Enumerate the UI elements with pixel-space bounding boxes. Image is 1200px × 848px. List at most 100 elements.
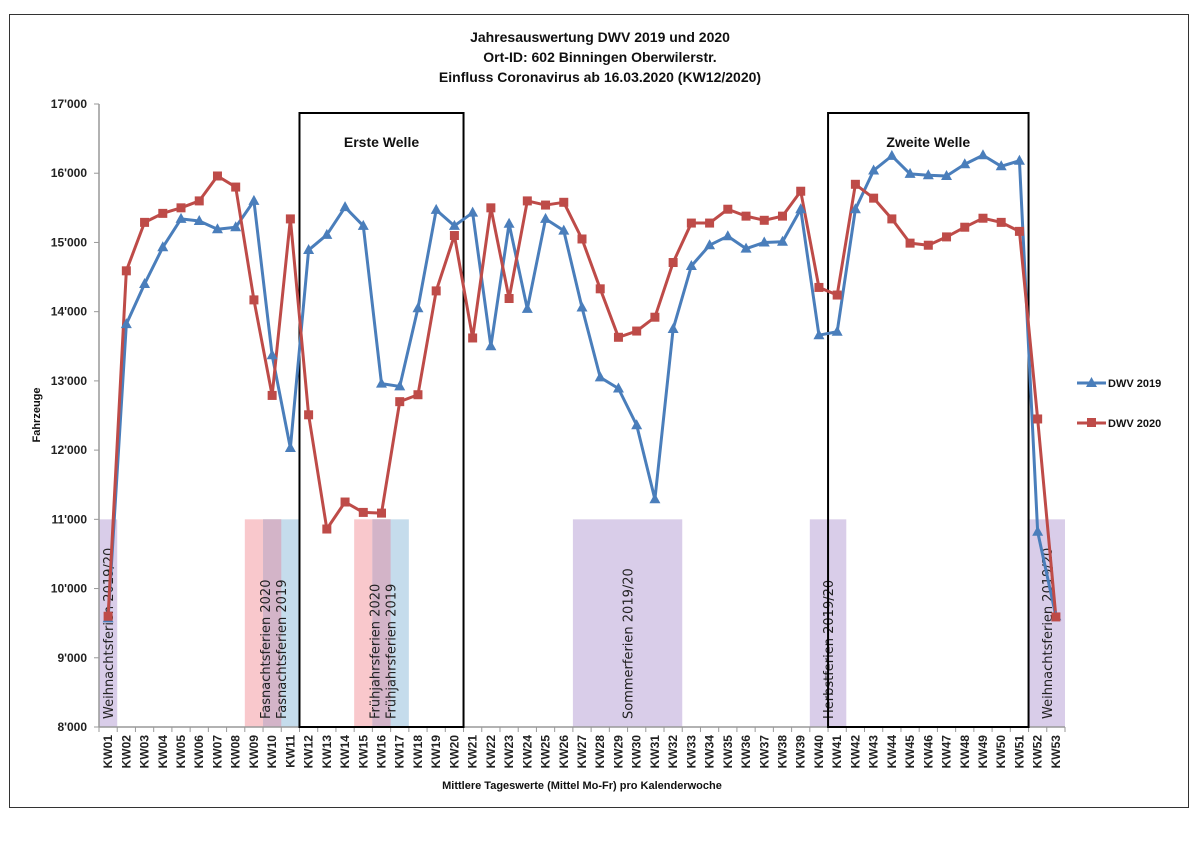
data-point-dwv-2019 bbox=[139, 277, 151, 288]
x-tick-label: KW31 bbox=[648, 735, 662, 769]
x-tick-label: KW40 bbox=[812, 735, 826, 769]
data-point-dwv-2019 bbox=[977, 149, 989, 160]
x-tick-label: KW46 bbox=[921, 735, 935, 769]
x-tick-label: KW03 bbox=[138, 735, 152, 769]
data-point-dwv-2020 bbox=[796, 186, 806, 196]
data-point-dwv-2020 bbox=[960, 222, 970, 232]
x-axis-label: Mittlere Tageswerte (Mittel Mo-Fr) pro K… bbox=[442, 780, 722, 792]
data-point-dwv-2019 bbox=[995, 160, 1007, 171]
data-point-dwv-2019 bbox=[594, 371, 606, 382]
data-point-dwv-2020 bbox=[723, 204, 733, 214]
data-point-dwv-2020 bbox=[705, 218, 715, 228]
data-point-dwv-2020 bbox=[613, 332, 623, 342]
data-point-dwv-2020 bbox=[759, 215, 769, 225]
data-point-dwv-2020 bbox=[632, 326, 642, 336]
x-tick-label: KW20 bbox=[447, 735, 461, 769]
data-point-dwv-2019 bbox=[941, 169, 953, 180]
holiday-band-label: Frühjahrsferien 2020 bbox=[369, 584, 384, 719]
data-point-dwv-2019 bbox=[157, 241, 169, 252]
data-point-dwv-2019 bbox=[740, 242, 752, 253]
data-point-dwv-2020 bbox=[978, 213, 988, 223]
data-point-dwv-2020 bbox=[1033, 414, 1043, 424]
holiday-band-weihnachtsferien-2019-20 bbox=[99, 519, 118, 727]
data-point-dwv-2020 bbox=[431, 286, 441, 296]
x-tick-label: KW32 bbox=[666, 735, 680, 769]
data-point-dwv-2020 bbox=[158, 208, 168, 218]
x-tick-label: KW21 bbox=[466, 735, 480, 769]
legend: DWV 2019 DWV 2020 bbox=[1077, 377, 1161, 430]
data-point-dwv-2019 bbox=[303, 244, 315, 255]
wave-label-erste-welle: Erste Welle bbox=[344, 134, 419, 150]
y-tick-label: 9'000 bbox=[57, 651, 87, 665]
x-tick-label: KW04 bbox=[156, 735, 170, 769]
data-point-dwv-2020 bbox=[923, 240, 933, 250]
data-point-dwv-2019 bbox=[558, 224, 570, 235]
x-tick-label: KW33 bbox=[684, 735, 698, 769]
x-tick-label: KW12 bbox=[302, 735, 316, 769]
data-point-dwv-2020 bbox=[777, 211, 787, 221]
holiday-band-label: Fasnachtsferien 2019 bbox=[275, 580, 290, 719]
holiday-band-label: Sommerferien 2019/20 bbox=[622, 568, 637, 719]
data-point-dwv-2019 bbox=[394, 380, 406, 391]
data-point-dwv-2019 bbox=[649, 493, 661, 504]
data-point-dwv-2019 bbox=[886, 149, 898, 160]
data-point-dwv-2020 bbox=[486, 203, 496, 213]
holiday-band-label: Weihnachtsferien 2019/20 bbox=[1041, 548, 1056, 719]
axes: 8'000 9'000 10'000 11'000 12'000 13'000 14'000… bbox=[51, 97, 1066, 769]
x-tick-label: KW25 bbox=[539, 735, 553, 769]
x-tick-label: KW53 bbox=[1049, 735, 1063, 769]
data-point-dwv-2019 bbox=[120, 318, 132, 329]
data-point-dwv-2019 bbox=[430, 203, 442, 214]
data-point-dwv-2020 bbox=[103, 611, 113, 621]
data-point-dwv-2019 bbox=[357, 219, 369, 230]
x-tick-label: KW19 bbox=[429, 735, 443, 769]
x-tick-label: KW26 bbox=[557, 735, 571, 769]
data-point-dwv-2019 bbox=[284, 442, 296, 453]
data-point-dwv-2019 bbox=[722, 230, 734, 241]
data-point-dwv-2020 bbox=[249, 295, 259, 305]
data-point-dwv-2019 bbox=[631, 419, 643, 430]
holiday-band-overlap bbox=[263, 519, 282, 727]
y-tick-label: 12'000 bbox=[51, 443, 88, 457]
chart-title-line-1: Jahresauswertung DWV 2019 und 2020 bbox=[470, 29, 730, 45]
data-point-dwv-2019 bbox=[904, 167, 916, 178]
data-point-dwv-2020 bbox=[194, 196, 204, 206]
data-point-dwv-2020 bbox=[996, 217, 1006, 227]
x-tick-label: KW07 bbox=[210, 735, 224, 769]
data-point-dwv-2020 bbox=[814, 282, 824, 292]
x-tick-label: KW16 bbox=[375, 735, 389, 769]
x-tick-label: KW44 bbox=[885, 735, 899, 769]
data-point-dwv-2019 bbox=[868, 164, 880, 175]
wave-boxes: Erste Welle Zweite Welle bbox=[298, 112, 1030, 728]
data-point-dwv-2019 bbox=[758, 236, 770, 247]
x-tick-label: KW50 bbox=[994, 735, 1008, 769]
data-point-dwv-2020 bbox=[449, 231, 459, 241]
x-tick-label: KW35 bbox=[721, 735, 735, 769]
data-point-dwv-2019 bbox=[321, 228, 333, 239]
data-point-dwv-2019 bbox=[266, 349, 278, 360]
x-tick-label: KW29 bbox=[611, 735, 625, 769]
data-point-dwv-2020 bbox=[140, 217, 150, 227]
data-point-dwv-2019 bbox=[667, 322, 679, 333]
x-tick-label: KW37 bbox=[757, 735, 771, 769]
data-point-dwv-2020 bbox=[850, 179, 860, 189]
data-point-dwv-2020 bbox=[522, 196, 532, 206]
data-point-dwv-2019 bbox=[230, 221, 242, 232]
data-point-dwv-2019 bbox=[412, 302, 424, 313]
x-tick-label: KW51 bbox=[1012, 735, 1026, 769]
legend-item-dwv-2019[interactable]: DWV 2019 bbox=[1077, 377, 1161, 390]
holiday-band-overlap bbox=[372, 519, 391, 727]
legend-item-dwv-2020[interactable]: DWV 2020 bbox=[1077, 418, 1161, 430]
data-point-dwv-2020 bbox=[176, 203, 186, 213]
x-tick-label: KW05 bbox=[174, 735, 188, 769]
square-marker-icon bbox=[1087, 418, 1096, 427]
y-tick-label: 17'000 bbox=[51, 97, 88, 111]
y-tick-label: 16'000 bbox=[51, 166, 88, 180]
x-tick-label: KW36 bbox=[739, 735, 753, 769]
data-point-dwv-2020 bbox=[541, 200, 551, 210]
data-point-dwv-2019 bbox=[576, 301, 588, 312]
y-tick-label: 13'000 bbox=[51, 374, 88, 388]
data-point-dwv-2020 bbox=[668, 258, 678, 268]
chart-title-line-2: Ort-ID: 602 Binningen Oberwilerstr. bbox=[483, 49, 716, 65]
holiday-band-label: Herbstferien 2019/20 bbox=[822, 580, 837, 719]
